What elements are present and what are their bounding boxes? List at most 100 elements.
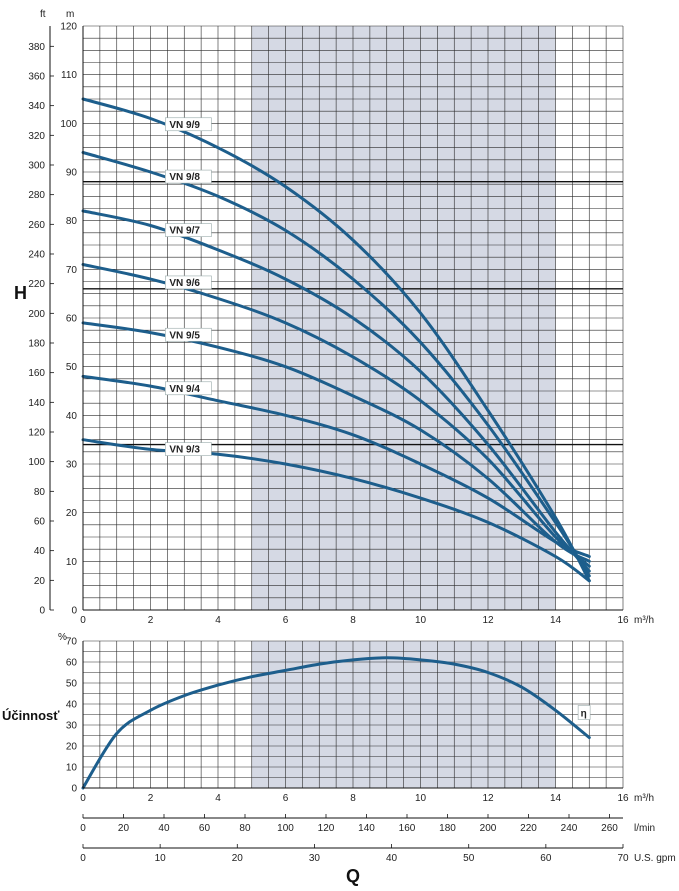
ft-tick-label: 100 [28, 457, 45, 468]
head-x-tick-label: 12 [482, 615, 494, 626]
lmin-tick-label: 0 [80, 823, 86, 834]
usgpm-tick-label: 50 [463, 853, 475, 864]
lmin-tick-label: 180 [439, 823, 456, 834]
usgpm-tick-label: 70 [617, 853, 629, 864]
ft-tick-label: 340 [28, 101, 45, 112]
efficiency-x-tick-label: 14 [550, 793, 562, 804]
curve-labels: VN 9/9 VN 9/8 VN 9/7 VN 9/6 VN 9/5 VN 9/4 VN 9… [165, 117, 212, 456]
head-y-tick-label: 20 [66, 508, 78, 519]
head-x-tick-label: 16 [617, 615, 629, 626]
head-x-tick-label: 8 [350, 615, 356, 626]
curve-label-text: VN 9/7 [169, 226, 200, 237]
head-y-tick-label: 70 [66, 265, 78, 276]
curve-label-box [165, 117, 212, 132]
lmin-tick-label: 80 [239, 823, 251, 834]
lmin-tick-label: 140 [358, 823, 375, 834]
efficiency-x-tick-label: 12 [482, 793, 494, 804]
eta-label: η [581, 709, 587, 720]
head-y-tick-label: 30 [66, 460, 78, 471]
ft-tick-label: 360 [28, 71, 45, 82]
usgpm-tick-label: 60 [540, 853, 552, 864]
efficiency-x-tick-label: 6 [283, 793, 289, 804]
curve-label-text: VN 9/5 [169, 330, 200, 341]
h-axis-label: H [14, 283, 27, 303]
efficiency-x-tick-label: 16 [617, 793, 629, 804]
lmin-unit-label: l/min [634, 823, 655, 834]
efficiency-y-tick-label: 0 [71, 784, 77, 795]
efficiency-y-tick-label: 40 [66, 700, 78, 711]
ft-tick-label: 120 [28, 427, 45, 438]
head-y-tick-label: 100 [60, 119, 77, 130]
head-x-tick-label: 6 [283, 615, 289, 626]
eta-label-box [577, 705, 591, 720]
head-y-tick-label: 80 [66, 216, 78, 227]
usgpm-tick-label: 20 [232, 853, 244, 864]
curve-label-box [165, 327, 212, 342]
curve-label-text: VN 9/9 [169, 120, 200, 131]
curve-label-text: VN 9/8 [169, 172, 200, 183]
efficiency-y-tick-label: 10 [66, 763, 78, 774]
efficiency-curve-group: η [81, 656, 591, 790]
usgpm-tick-label: 0 [80, 853, 86, 864]
usgpm-unit-label: U.S. gpm [634, 853, 676, 864]
efficiency-axis-label: Účinnosť [2, 708, 60, 723]
lmin-tick-label: 240 [561, 823, 578, 834]
ft-tick-label: 320 [28, 131, 45, 142]
ft-tick-label: 0 [39, 606, 45, 617]
lmin-tick-label: 260 [601, 823, 618, 834]
lmin-tick-label: 40 [158, 823, 170, 834]
ft-tick-label: 280 [28, 190, 45, 201]
curve-label-box [165, 381, 212, 396]
m-unit-label: m [66, 9, 74, 20]
head-x-tick-label: 10 [415, 615, 427, 626]
efficiency-x-tick-label: 2 [148, 793, 154, 804]
ft-tick-label: 300 [28, 160, 45, 171]
curve-label-box [165, 169, 212, 184]
ft-tick-label: 180 [28, 338, 45, 349]
head-y-tick-label: 0 [71, 606, 77, 617]
curve-label-text: VN 9/4 [169, 384, 200, 395]
head-y-tick-label: 60 [66, 314, 78, 325]
head-y-tick-label: 120 [60, 22, 77, 33]
efficiency-y-tick-label: 20 [66, 742, 78, 753]
q-axis-label: Q [346, 866, 360, 886]
lmin-tick-label: 200 [480, 823, 497, 834]
efficiency-x-tick-label: 10 [415, 793, 427, 804]
ft-unit-label: ft [40, 9, 46, 20]
tick-labels: 0102030405060708090100110120020406080100… [28, 22, 629, 865]
lmin-tick-label: 60 [199, 823, 211, 834]
ft-tick-label: 140 [28, 398, 45, 409]
curve-label-box [165, 442, 212, 456]
axes [49, 26, 623, 849]
ft-tick-label: 260 [28, 220, 45, 231]
head-y-tick-label: 110 [61, 70, 77, 81]
lmin-tick-label: 120 [318, 823, 335, 834]
efficiency-x-tick-label: 0 [80, 793, 86, 804]
ft-tick-label: 200 [28, 309, 45, 320]
head-x-tick-label: 0 [80, 615, 86, 626]
top-m3h-unit-label: m³/h [634, 615, 654, 626]
head-y-tick-label: 50 [66, 362, 78, 373]
efficiency-curve-line [81, 656, 591, 790]
head-y-tick-label: 40 [66, 411, 78, 422]
usgpm-tick-label: 30 [309, 853, 321, 864]
lmin-tick-label: 220 [520, 823, 537, 834]
ft-tick-label: 240 [28, 249, 45, 260]
efficiency-y-tick-label: 70 [66, 637, 78, 648]
efficiency-y-tick-label: 30 [66, 721, 78, 732]
efficiency-y-tick-label: 50 [66, 679, 78, 690]
efficiency-x-tick-label: 4 [215, 793, 221, 804]
ft-tick-label: 40 [34, 546, 46, 557]
ft-tick-label: 20 [34, 576, 46, 587]
head-x-tick-label: 4 [215, 615, 221, 626]
curve-label-box [165, 275, 212, 290]
lmin-tick-label: 20 [118, 823, 130, 834]
usgpm-tick-label: 40 [386, 853, 398, 864]
efficiency-x-tick-label: 8 [350, 793, 356, 804]
ft-tick-label: 60 [34, 516, 46, 527]
ft-tick-label: 80 [34, 487, 46, 498]
percent-unit-label: % [58, 632, 67, 643]
efficiency-grid [82, 640, 624, 789]
efficiency-y-tick-label: 60 [66, 658, 78, 669]
head-y-tick-label: 90 [66, 168, 78, 179]
